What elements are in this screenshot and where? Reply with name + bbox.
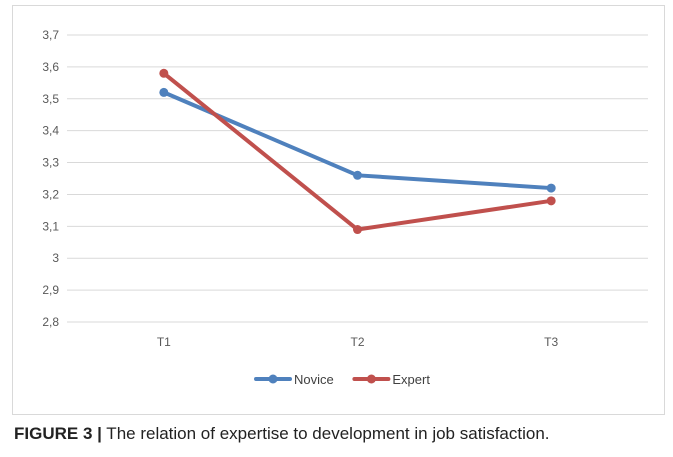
- y-tick-label: 3,3: [42, 156, 59, 170]
- legend: Novice Expert: [254, 372, 430, 387]
- y-tick-label: 3,1: [42, 219, 59, 233]
- legend-marker-expert: [366, 374, 376, 384]
- series-line-expert: [161, 71, 554, 232]
- y-tick-label: 3,6: [42, 60, 59, 74]
- y-tick-label: 3,7: [42, 28, 59, 42]
- x-tick-label: T2: [350, 335, 364, 349]
- y-tick-label: 2,9: [42, 283, 59, 297]
- data-point-novice: [353, 170, 362, 180]
- data-point-expert: [159, 68, 169, 78]
- legend-label-expert: Expert: [392, 372, 430, 387]
- legend-marker-novice: [268, 374, 278, 384]
- y-tick-label: 2,8: [42, 315, 59, 329]
- y-tick-label: 3,2: [42, 187, 59, 201]
- line-chart: 2,8 2,9 3 3,1 3,2 3,3 3,4 3,5 3,6 3,7 T1 T2 T3 Novi…: [42, 28, 648, 387]
- data-point-expert: [353, 225, 362, 235]
- y-tick-label: 3,5: [42, 92, 59, 106]
- gridlines: [67, 34, 648, 323]
- chart-frame: [12, 5, 665, 415]
- x-axis-ticks: T1 T2 T3: [157, 335, 559, 349]
- data-point-novice: [546, 183, 556, 193]
- series-lines: [159, 68, 556, 235]
- x-tick-label: T1: [157, 335, 171, 349]
- y-tick-label: 3: [52, 251, 59, 265]
- y-tick-label: 3,4: [42, 124, 59, 138]
- figure-caption: FIGURE 3 | The relation of expertise to …: [14, 423, 664, 445]
- y-axis-ticks: 2,8 2,9 3 3,1 3,2 3,3 3,4 3,5 3,6 3,7: [42, 28, 59, 329]
- figure-label: FIGURE 3 |: [14, 424, 102, 443]
- caption-text: The relation of expertise to development…: [101, 424, 550, 443]
- legend-label-novice: Novice: [294, 372, 334, 387]
- data-point-novice: [159, 87, 169, 97]
- x-tick-label: T3: [544, 335, 558, 349]
- data-point-expert: [546, 196, 556, 206]
